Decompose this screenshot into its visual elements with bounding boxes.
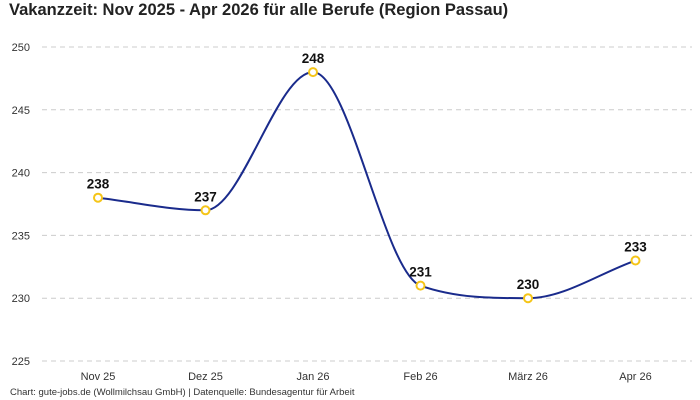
data-label: 248 (302, 51, 325, 66)
x-tick-label: Apr 26 (619, 371, 651, 383)
data-labels: 238 237 248 231 230 233 (87, 51, 648, 292)
data-points (93, 67, 641, 304)
chart-source-footer: Chart: gute-jobs.de (Wollmilchsau GmbH) … (10, 387, 355, 398)
data-point (308, 67, 318, 78)
x-tick-label: März 26 (508, 371, 548, 383)
y-axis-ticks: 225 230 235 240 245 250 (12, 42, 30, 368)
data-label: 233 (624, 240, 647, 255)
data-label: 238 (87, 177, 110, 192)
data-point (523, 293, 533, 304)
x-axis-ticks: Nov 25 Dez 25 Jan 26 Feb 26 März 26 Apr 26 (81, 371, 652, 383)
y-tick-label: 245 (12, 105, 30, 117)
data-label: 231 (409, 265, 432, 280)
data-point (93, 192, 103, 203)
data-label: 237 (194, 189, 217, 204)
data-point (415, 280, 426, 291)
y-tick-label: 230 (12, 293, 30, 305)
y-tick-label: 225 (12, 356, 30, 368)
y-tick-label: 240 (12, 168, 30, 180)
x-tick-label: Jan 26 (296, 371, 329, 383)
data-point (630, 255, 641, 266)
series-line (97, 71, 636, 300)
y-tick-label: 250 (12, 42, 30, 54)
x-tick-label: Dez 25 (188, 371, 223, 383)
data-label: 230 (517, 277, 540, 292)
data-point (200, 205, 211, 216)
x-tick-label: Feb 26 (403, 371, 437, 383)
chart-title: Vakanzzeit: Nov 2025 - Apr 2026 für alle… (9, 1, 509, 19)
y-tick-label: 235 (12, 230, 30, 242)
series-line-layer (97, 71, 636, 300)
x-tick-label: Nov 25 (81, 371, 116, 383)
